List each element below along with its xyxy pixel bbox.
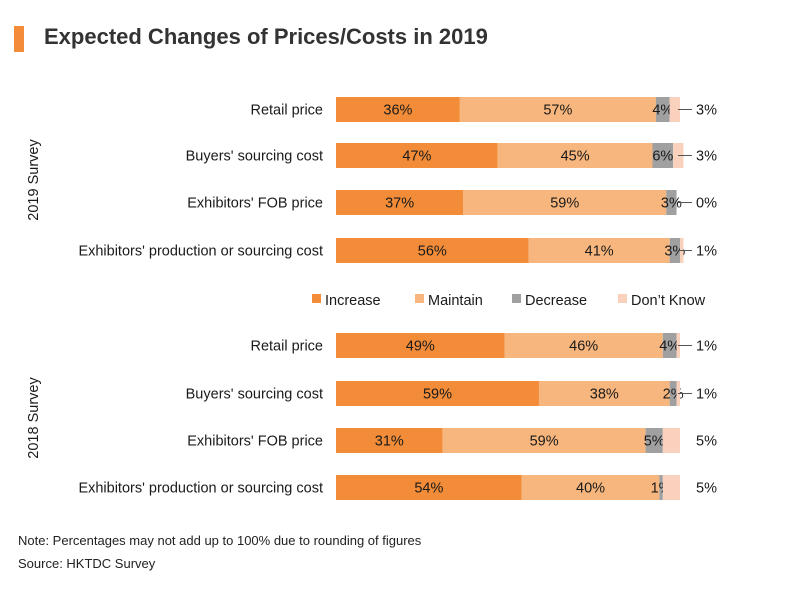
footnote: Note: Percentages may not add up to 100%… (18, 533, 422, 548)
bar-segment-increase (336, 475, 522, 500)
data-label: 1% (696, 339, 717, 355)
category-label: Buyers' sourcing cost (186, 387, 323, 403)
data-label: 5% (696, 481, 717, 497)
bar-segment-decrease (655, 97, 670, 122)
bar-segment-maintain (528, 238, 670, 263)
bar-segment-decrease (662, 333, 677, 358)
category-label: Retail price (250, 339, 323, 355)
data-label: 0% (696, 196, 717, 212)
bar-segment-increase (336, 143, 498, 168)
data-label: 36% (383, 103, 412, 119)
category-label: Exhibitors' FOB price (187, 434, 323, 450)
legend-label: Decrease (525, 293, 587, 309)
category-label: Exhibitors' production or sourcing cost (78, 481, 323, 497)
data-label: 56% (418, 244, 447, 260)
legend-label: Maintain (428, 293, 483, 309)
data-label: 57% (543, 103, 572, 119)
group-label: 2019 Survey (26, 139, 42, 221)
bar-segment-increase (336, 381, 539, 406)
data-label: 40% (576, 481, 605, 497)
data-label: 1% (696, 244, 717, 260)
data-label: 54% (414, 481, 443, 497)
bar-segment-decrease (645, 428, 663, 453)
data-label: 31% (375, 434, 404, 450)
bar-segment-increase (336, 333, 505, 358)
data-label: 6% (652, 149, 673, 165)
data-label: 1% (696, 387, 717, 403)
bar-segment-increase (336, 190, 464, 215)
data-label: 5% (696, 434, 717, 450)
bar-segment-increase (336, 238, 529, 263)
bar-segment-decrease (659, 475, 663, 500)
bar-segment-maintain (521, 475, 660, 500)
bar-segment-decrease (666, 190, 677, 215)
data-label: 37% (385, 196, 414, 212)
bar-segment-dont-know (662, 428, 680, 453)
bar-segment-decrease (669, 238, 680, 263)
category-label: Exhibitors' FOB price (187, 196, 323, 212)
legend-label: Don’t Know (631, 293, 706, 309)
source-note: Source: HKTDC Survey (18, 556, 156, 571)
bar-segment-maintain (459, 97, 656, 122)
legend-swatch (415, 294, 424, 303)
legend-swatch (312, 294, 321, 303)
bar-segment-maintain (538, 381, 670, 406)
group-label: 2018 Survey (26, 377, 42, 459)
legend-swatch (512, 294, 521, 303)
data-label: 47% (402, 149, 431, 165)
data-label: 41% (585, 244, 614, 260)
data-label: 3% (696, 149, 717, 165)
bar-segment-increase (336, 97, 460, 122)
data-label: 59% (530, 434, 559, 450)
bar-segment-maintain (504, 333, 663, 358)
bar-segment-increase (336, 428, 443, 453)
bar-segment-decrease (652, 143, 674, 168)
bar-segment-dont-know (669, 97, 680, 122)
bar-segment-dont-know (662, 475, 680, 500)
data-label: 4% (652, 103, 673, 119)
bar-segment-decrease (669, 381, 677, 406)
data-label: 4% (659, 339, 680, 355)
category-label: Exhibitors' production or sourcing cost (78, 244, 323, 260)
bar-segment-maintain (497, 143, 653, 168)
bar-segment-maintain (463, 190, 667, 215)
data-label: 46% (569, 339, 598, 355)
data-label: 49% (406, 339, 435, 355)
data-label: 2% (663, 387, 684, 403)
title-accent-bar (14, 26, 24, 52)
bar-segment-maintain (442, 428, 646, 453)
data-label: 3% (661, 196, 682, 212)
data-label: 59% (550, 196, 579, 212)
data-label: 3% (696, 103, 717, 119)
category-label: Retail price (250, 103, 323, 119)
data-label: 5% (644, 434, 665, 450)
data-label: 38% (590, 387, 619, 403)
legend-label: Increase (325, 293, 381, 309)
chart-title: Expected Changes of Prices/Costs in 2019 (44, 24, 488, 49)
data-label: 59% (423, 387, 452, 403)
data-label: 45% (561, 149, 590, 165)
category-label: Buyers' sourcing cost (186, 149, 323, 165)
legend-swatch (618, 294, 627, 303)
